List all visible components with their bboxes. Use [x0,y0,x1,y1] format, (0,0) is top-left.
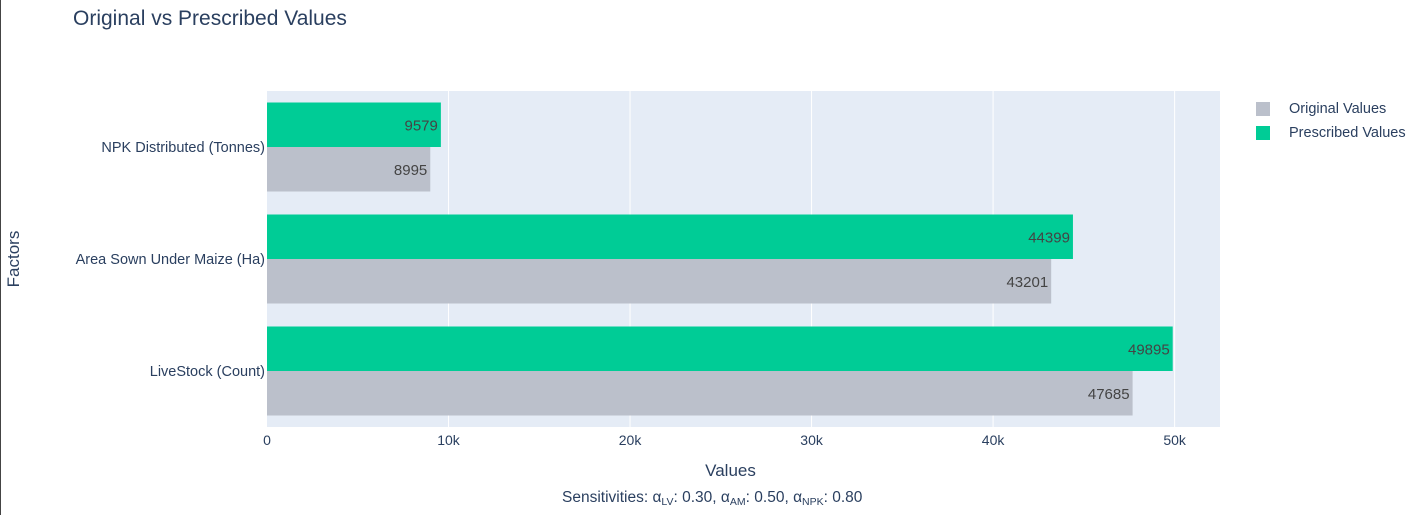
legend-swatch-prescribed [1256,126,1270,140]
chart-title: Original vs Prescribed Values [73,7,347,30]
legend-label-prescribed: Prescribed Values [1289,125,1406,141]
y-axis-categories: LiveStock (Count) Area Sown Under Maize (… [76,140,265,380]
bar-prescribed-values[interactable] [267,102,441,148]
x-tick-label: 50k [1163,432,1187,448]
bar-original-values[interactable] [267,147,431,192]
data-label: 49895 [1128,341,1170,358]
legend-item-prescribed[interactable]: Prescribed Values [1256,121,1406,145]
x-tick-label: 20k [619,432,643,448]
x-tick-label: 10k [437,432,461,448]
legend: Original Values Prescribed Values [1256,97,1406,145]
sensitivities-caption: Sensitivities: αLV: 0.30, αAM: 0.50, αNP… [562,489,863,508]
data-label: 9579 [405,117,438,134]
y-axis-title: Factors [4,231,23,288]
caption-prefix: Sensitivities: [562,489,653,506]
bar-original-values[interactable] [267,371,1133,416]
window-left-border [0,0,1,515]
legend-label-original: Original Values [1289,101,1387,117]
x-tick-label: 30k [800,432,824,448]
data-label: 47685 [1088,386,1130,403]
data-label: 43201 [1006,274,1048,291]
bar-original-values[interactable] [267,259,1052,304]
sensitivity-npk: αNPK: 0.80 [793,489,863,508]
legend-item-original[interactable]: Original Values [1256,97,1406,121]
y-category-label: Area Sown Under Maize (Ha) [76,252,265,268]
data-labels: 47685 49895 43201 44399 8995 9579 [394,117,1170,403]
sensitivity-am: αAM: 0.50 [720,489,785,508]
sensitivity-lv: αLV: 0.30 [652,489,713,508]
x-tick-label: 0 [263,432,271,448]
y-category-label: NPK Distributed (Tonnes) [101,140,265,156]
data-label: 44399 [1028,229,1070,246]
x-tick-label: 40k [982,432,1006,448]
bar-prescribed-values[interactable] [267,214,1073,260]
x-axis-ticks: 0 10k 20k 30k 40k 50k [263,432,1187,448]
legend-swatch-original [1256,102,1270,116]
bar-prescribed-values[interactable] [267,326,1173,372]
y-category-label: LiveStock (Count) [150,364,265,380]
x-axis-title: Values [705,461,756,480]
data-label: 8995 [394,162,427,179]
bars[interactable] [267,102,1173,416]
